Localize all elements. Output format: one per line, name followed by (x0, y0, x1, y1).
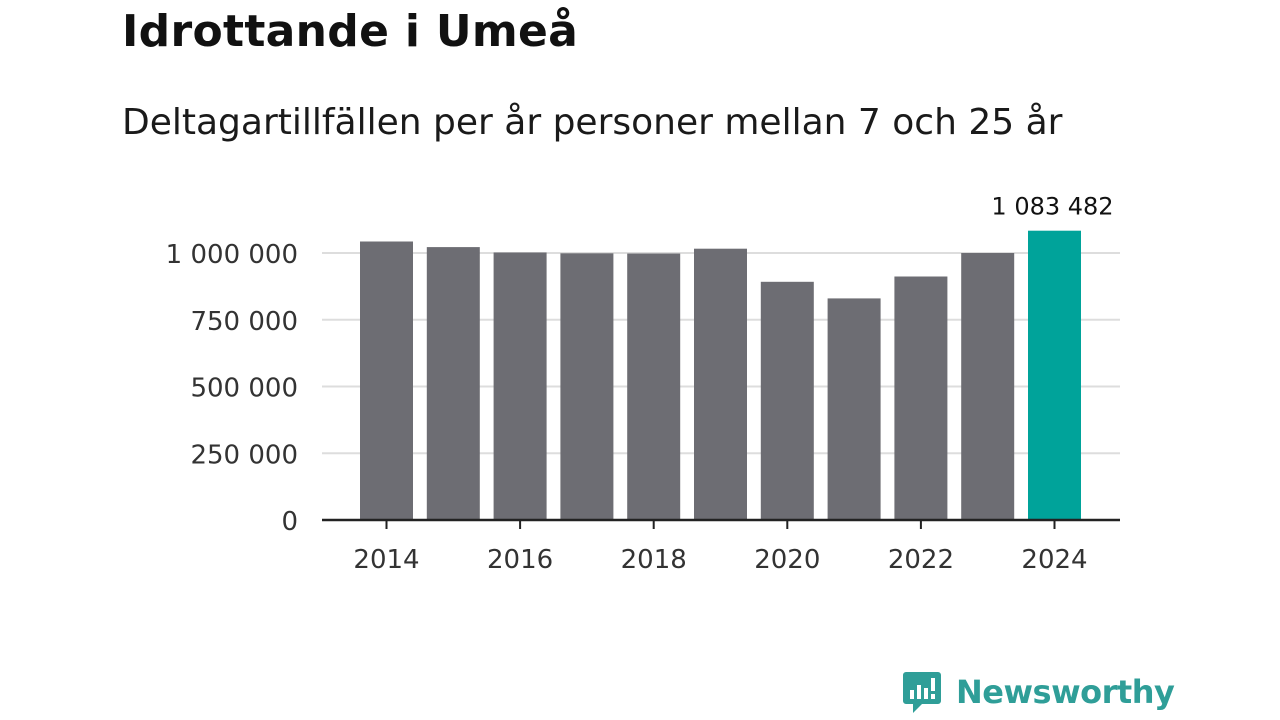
y-tick-label: 1 000 000 (166, 240, 298, 270)
bar (493, 252, 547, 520)
bar (827, 298, 881, 520)
bar (560, 253, 614, 521)
newsworthy-logo-icon (903, 672, 941, 713)
y-tick-label: 500 000 (190, 374, 298, 404)
bar (694, 248, 747, 520)
x-tick-label: 2014 (353, 545, 419, 575)
x-tick-label: 2022 (888, 545, 954, 575)
bars (360, 230, 1081, 521)
bar (894, 276, 948, 520)
axes (322, 518, 1120, 529)
bar (961, 253, 1015, 520)
bar (426, 247, 480, 520)
newsworthy-logo: Newsworthy (902, 668, 1175, 716)
bar-highlight (1028, 230, 1081, 520)
bar (760, 281, 814, 520)
chart-title: Idrottande i Umeå (122, 6, 579, 57)
y-tick-label: 750 000 (190, 307, 298, 337)
y-tick-label: 250 000 (190, 440, 298, 470)
data-label: 1 083 482 (991, 193, 1113, 221)
x-tick-label: 2016 (487, 545, 553, 575)
labels: 0 250 000 500 000 750 000 1 000 000 1 083 482… (166, 193, 1114, 575)
y-tick-label: 0 (281, 507, 298, 537)
x-tick-label: 2018 (621, 545, 687, 575)
chart-subtitle: Deltagartillfällen per år personer mella… (122, 102, 1063, 143)
x-tick-label: 2024 (1021, 545, 1087, 575)
bar (627, 253, 681, 520)
bar (360, 241, 413, 520)
brand-name: Newsworthy (956, 673, 1175, 711)
x-tick-label: 2020 (754, 545, 820, 575)
